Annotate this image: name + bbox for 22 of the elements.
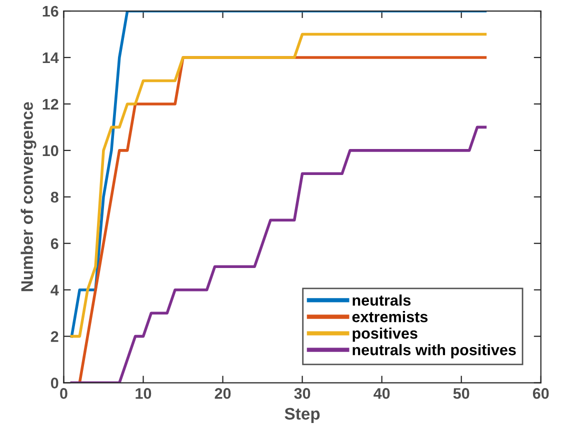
y-tick-label: 14: [42, 52, 59, 64]
y-tick-label: 6: [50, 238, 58, 250]
legend-label: positives: [352, 328, 418, 342]
x-tick-label: 20: [214, 388, 231, 399]
x-tick-label: 60: [532, 388, 549, 399]
y-tick-label: 0: [50, 378, 58, 388]
y-tick-label: 16: [42, 6, 58, 17]
x-axis-title: Step: [284, 408, 320, 423]
legend-label: neutrals: [352, 294, 411, 306]
x-tick-label: 40: [374, 388, 390, 399]
y-tick-label: 2: [50, 331, 58, 342]
x-tick-label: 0: [60, 388, 68, 399]
x-tick-label: 30: [294, 388, 310, 399]
y-tick-label: 12: [42, 98, 58, 110]
y-tick-label: 4: [50, 284, 59, 296]
legend-label: extremists: [352, 311, 428, 322]
y-tick-label: 10: [42, 145, 58, 156]
y-tick-label: 8: [50, 192, 58, 203]
y-axis-title: Number of convergence: [20, 102, 36, 292]
x-tick-label: 10: [136, 388, 152, 399]
legend-label: neutrals with positives: [352, 344, 516, 358]
x-tick-label: 50: [453, 388, 470, 399]
